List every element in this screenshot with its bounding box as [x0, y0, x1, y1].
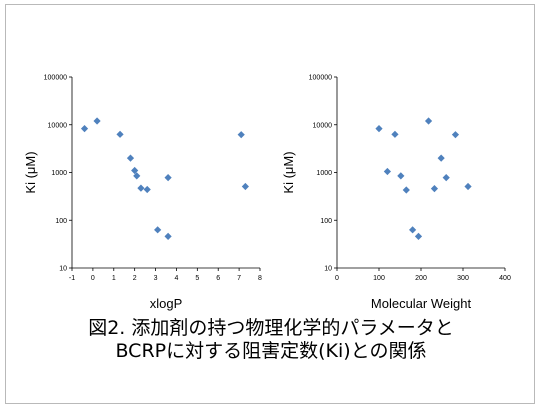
- y-tick-label: 1000: [316, 170, 332, 177]
- x-tick-label: 400: [499, 275, 511, 282]
- data-point: [384, 168, 391, 175]
- data-point: [452, 131, 459, 138]
- y-tick-label: 10000: [313, 122, 333, 129]
- data-point: [415, 233, 422, 240]
- data-point: [425, 117, 432, 124]
- y-tick-label: 100: [320, 218, 332, 225]
- data-point: [409, 226, 416, 233]
- x-axis-title: Molecular Weight: [371, 296, 472, 311]
- caption-line-2: BCRPに対する阻害定数(Ki)との関係: [0, 340, 542, 363]
- data-point: [403, 186, 410, 193]
- x-tick-label: 100: [373, 275, 385, 282]
- data-point: [431, 185, 438, 192]
- data-point: [375, 125, 382, 132]
- y-axis-title: Ki (μM): [281, 151, 296, 193]
- data-point: [397, 172, 404, 179]
- x-tick-label: 300: [457, 275, 469, 282]
- data-point: [443, 174, 450, 181]
- caption-line-1: 図2. 添加剤の持つ物理化学的パラメータと: [0, 317, 542, 340]
- x-tick-label: 0: [335, 275, 339, 282]
- y-tick-label: 10: [324, 266, 332, 273]
- y-tick-label: 100000: [309, 75, 332, 82]
- data-point: [438, 155, 445, 162]
- data-point: [391, 131, 398, 138]
- x-tick-label: 200: [415, 275, 427, 282]
- data-point: [464, 183, 471, 190]
- figure-caption: 図2. 添加剤の持つ物理化学的パラメータと BCRPに対する阻害定数(Ki)との…: [0, 317, 542, 363]
